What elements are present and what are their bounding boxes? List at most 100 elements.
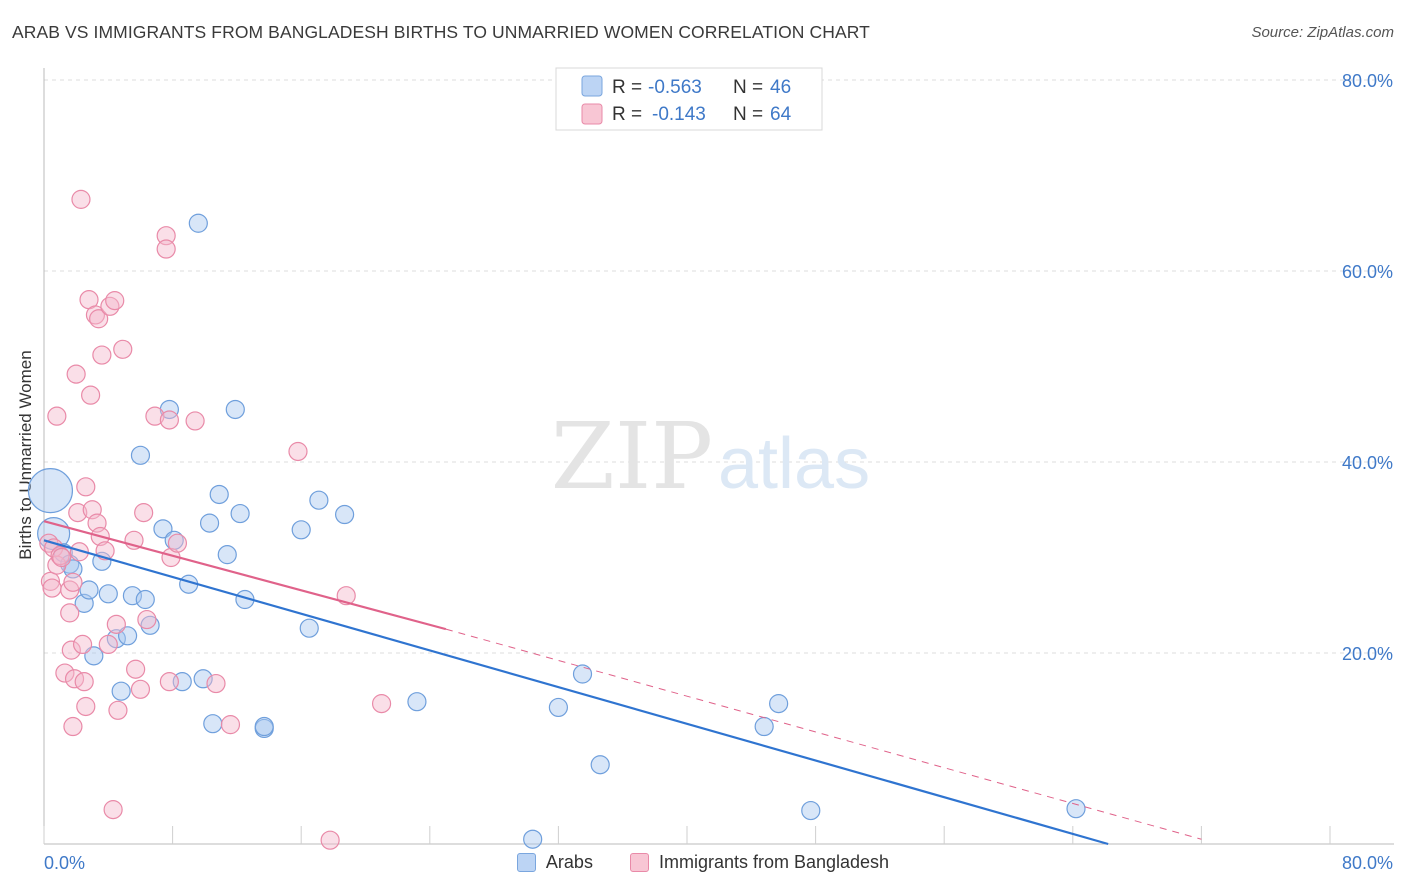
legend-n-label-bangladesh: N = <box>733 104 763 125</box>
point-arabs-44 <box>801 800 821 821</box>
point-bangladesh-2 <box>42 578 62 598</box>
stats-legend: R = -0.563 N = 46 R = -0.143 N = 64 <box>555 67 823 131</box>
legend-n-value-bangladesh: 64 <box>770 104 792 125</box>
y-tick-label-2: 40.0% <box>1342 453 1393 473</box>
point-bangladesh-13 <box>63 572 83 592</box>
legend-item-arabs[interactable]: Arabs <box>516 852 593 873</box>
trendline-bangladesh <box>43 520 447 631</box>
point-arabs-40 <box>572 664 593 684</box>
point-bangladesh-30 <box>92 345 112 365</box>
point-bangladesh-24 <box>81 385 101 405</box>
legend-label-bangladesh: Immigrants from Bangladesh <box>658 852 890 872</box>
point-arabs-43 <box>769 694 789 714</box>
point-arabs-27 <box>217 545 237 565</box>
legend-r-label-bangladesh: R = <box>612 104 642 125</box>
point-bangladesh-4 <box>47 406 67 426</box>
point-bangladesh-47 <box>159 410 179 430</box>
point-arabs-17 <box>153 519 173 539</box>
point-arabs-16 <box>140 615 160 635</box>
point-bangladesh-46 <box>156 239 176 259</box>
point-bangladesh-22 <box>76 696 96 717</box>
point-bangladesh-44 <box>145 406 165 426</box>
legend-label-arabs: Arabs <box>545 852 593 872</box>
point-bangladesh-34 <box>103 800 123 820</box>
point-arabs-6 <box>79 580 99 600</box>
point-arabs-9 <box>98 584 118 604</box>
point-bangladesh-57 <box>371 694 392 714</box>
point-arabs-24 <box>199 513 220 533</box>
point-arabs-35 <box>309 490 329 510</box>
point-arabs-38 <box>523 829 543 849</box>
point-arabs-12 <box>117 626 138 646</box>
point-bangladesh-20 <box>74 672 94 692</box>
legend-swatch-arabs <box>581 75 603 97</box>
point-arabs-4 <box>63 559 83 579</box>
point-bangladesh-11 <box>61 640 81 660</box>
point-bangladesh-52 <box>206 673 226 694</box>
watermark-zip: ZIP <box>551 403 713 510</box>
legend-swatch-bangladesh <box>581 103 603 125</box>
point-bangladesh-50 <box>167 533 188 553</box>
point-arabs-7 <box>84 646 104 666</box>
trendline-arabs <box>43 539 1109 846</box>
point-arabs-39 <box>548 697 569 718</box>
point-arabs-36 <box>335 504 355 525</box>
y-tick-label-0: 80.0% <box>1342 71 1393 91</box>
x-tick-label-0: 0.0% <box>44 853 85 873</box>
legend-n-label-arabs: N = <box>733 77 763 98</box>
point-bangladesh-54 <box>288 441 308 462</box>
grid-layer <box>44 79 1394 654</box>
legend-r-label-arabs: R = <box>612 77 642 98</box>
y-tick-label-1: 60.0% <box>1342 262 1393 282</box>
point-bangladesh-43 <box>137 609 157 630</box>
point-bangladesh-18 <box>71 189 91 209</box>
legend-r-value-arabs: -0.563 <box>648 77 702 98</box>
source-credit: Source: ZipAtlas.com <box>1251 24 1394 41</box>
point-arabs-22 <box>188 213 208 233</box>
point-arabs-28 <box>225 399 245 420</box>
point-bangladesh-21 <box>76 477 96 497</box>
point-arabs-23 <box>193 669 213 689</box>
bottom-legend: Arabs Immigrants from Bangladesh <box>0 852 1406 877</box>
point-bangladesh-1 <box>40 571 61 591</box>
legend-swatch-arabs-icon <box>516 853 536 872</box>
axis-layer: 80.0% 60.0% 40.0% 20.0% 0.0% 80.0% <box>43 68 1394 873</box>
point-bangladesh-42 <box>134 503 154 523</box>
legend-swatch-bangladesh-icon <box>629 853 649 872</box>
point-arabs-33 <box>291 520 311 540</box>
trend-layer <box>43 520 1202 846</box>
trendline-bangladesh-extrapolated <box>445 628 1202 840</box>
point-bangladesh-28 <box>89 309 109 329</box>
point-arabs-34 <box>299 618 319 638</box>
point-bangladesh-41 <box>130 679 151 699</box>
point-bangladesh-36 <box>106 614 126 634</box>
x-tick-label-1: 80.0% <box>1342 853 1393 873</box>
y-tick-label-3: 20.0% <box>1342 644 1393 664</box>
point-bangladesh-55 <box>320 830 340 850</box>
point-bangladesh-19 <box>72 634 93 655</box>
point-arabs-42 <box>754 716 774 737</box>
points-layer <box>27 189 1086 850</box>
point-bangladesh-7 <box>52 547 72 568</box>
point-bangladesh-8 <box>55 663 75 683</box>
legend-item-bangladesh[interactable]: Immigrants from Bangladesh <box>629 852 890 873</box>
point-bangladesh-35 <box>105 291 125 311</box>
point-bangladesh-17 <box>69 542 89 562</box>
point-arabs-14 <box>130 445 151 465</box>
point-bangladesh-32 <box>98 634 118 655</box>
point-bangladesh-40 <box>126 659 146 679</box>
legend-r-value-bangladesh: -0.143 <box>652 104 706 125</box>
point-bangladesh-12 <box>63 716 83 737</box>
point-arabs-45 <box>1066 799 1086 819</box>
point-arabs-13 <box>122 586 143 606</box>
point-arabs-37 <box>407 692 427 712</box>
point-bangladesh-15 <box>66 364 86 384</box>
point-arabs-41 <box>590 755 610 775</box>
point-bangladesh-53 <box>220 715 241 735</box>
watermark-atlas: atlas <box>718 424 870 504</box>
chart-title: ARAB VS IMMIGRANTS FROM BANGLADESH BIRTH… <box>12 22 870 42</box>
point-arabs-32 <box>254 716 274 737</box>
point-arabs-25 <box>203 714 223 734</box>
point-bangladesh-38 <box>113 339 133 359</box>
